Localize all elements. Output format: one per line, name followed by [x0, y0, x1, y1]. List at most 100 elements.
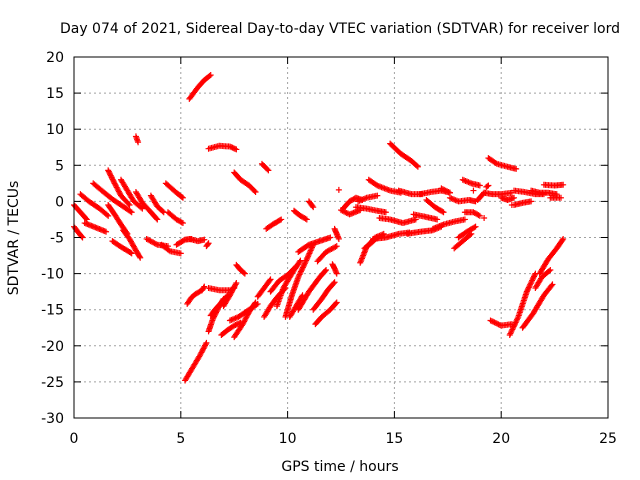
data-point-interp	[461, 230, 468, 237]
series-arc-81	[498, 194, 518, 203]
data-point-interp	[419, 213, 426, 220]
series-arc-06	[105, 167, 133, 209]
data-point-interp	[265, 305, 272, 312]
data-point-interp	[484, 183, 491, 190]
series-arc-71	[455, 223, 479, 241]
data-point-interp	[109, 209, 116, 216]
data-point-interp	[514, 315, 521, 322]
data-point-interp	[199, 286, 206, 293]
data-point-interp	[412, 161, 419, 168]
data-point-interp	[490, 318, 497, 325]
series-arc-29	[220, 279, 240, 310]
data-point-interp	[145, 206, 152, 213]
data-point-interp	[171, 187, 178, 194]
data-point-interp	[190, 292, 197, 299]
series-arc-73	[470, 187, 477, 194]
series-arc-88	[532, 266, 554, 292]
data-point-interp	[131, 244, 138, 251]
data-point-interp	[329, 281, 336, 288]
data-point-interp	[302, 215, 309, 222]
y-tick-label: -10	[41, 267, 64, 283]
data-point-interp	[136, 203, 143, 210]
data-point-interp	[513, 318, 520, 325]
data-point-interp	[492, 320, 499, 327]
series-arc-68	[438, 185, 453, 196]
data-point-interp	[275, 217, 282, 224]
data-point-interp	[165, 247, 172, 254]
x-tick-label: 10	[279, 431, 297, 447]
data-point-interp	[158, 207, 165, 214]
data-point-interp	[124, 247, 131, 254]
data-point-interp	[235, 174, 242, 181]
data-point-interp	[171, 214, 178, 221]
data-point-interp	[206, 72, 213, 79]
chart-title: Day 074 of 2021, Sidereal Day-to-day VTE…	[60, 21, 620, 37]
series-arc-43	[295, 266, 330, 313]
series-arc-08	[109, 238, 135, 257]
data-point-interp	[126, 207, 133, 214]
data-point-interp	[96, 185, 103, 192]
data-point-interp	[527, 280, 534, 287]
data-point-interp	[204, 241, 211, 248]
data-point-interp	[300, 263, 307, 270]
data-point-interp	[539, 294, 546, 301]
data-point-interp	[558, 238, 565, 245]
data-point-interp	[429, 202, 436, 209]
data-point-interp	[513, 316, 520, 323]
data-point-interp	[529, 276, 536, 283]
series-arc-66	[423, 196, 447, 216]
series-arc-45	[305, 198, 317, 211]
series-arc-11	[132, 133, 142, 146]
series-arc-61	[387, 140, 421, 170]
data-point-interp	[406, 156, 413, 163]
data-point-interp	[411, 216, 418, 223]
data-point-interp	[225, 143, 232, 150]
x-tick-label: 0	[70, 431, 79, 447]
data-point-interp	[365, 241, 372, 248]
series-arc-55	[355, 192, 381, 205]
y-axis-label: SDTVAR / TECUs	[6, 181, 22, 296]
data-point-interp	[302, 258, 309, 265]
data-point	[128, 250, 135, 257]
data-point-interp	[127, 249, 134, 256]
data-point-interp	[323, 288, 330, 295]
data-point-interp	[122, 184, 129, 191]
series-arc-46	[312, 299, 340, 328]
series-arc-60	[376, 215, 419, 227]
data-point-interp	[492, 160, 499, 167]
series-arc-49	[329, 261, 340, 277]
data-point-interp	[110, 177, 117, 184]
data-point-interp	[439, 222, 446, 229]
data-point-interp	[303, 243, 310, 250]
data-point-interp	[445, 189, 452, 196]
data-point-interp	[124, 233, 131, 240]
data-point-interp	[200, 236, 207, 243]
data-point-interp	[470, 225, 477, 232]
data-point-interp	[546, 268, 553, 275]
data-point-interp	[531, 273, 538, 280]
data-point-interp	[510, 323, 517, 330]
data-point-interp	[432, 216, 439, 223]
series-arc-15	[158, 241, 184, 257]
series-arc-26	[203, 240, 212, 250]
data-point-interp	[547, 283, 554, 290]
data-point-interp	[508, 329, 515, 336]
series-arc-28	[218, 319, 244, 338]
data-point-interp	[250, 186, 257, 193]
data-point-interp	[449, 219, 456, 226]
data-point-interp	[232, 281, 239, 288]
data-point-interp	[152, 200, 159, 207]
data-point-interp	[199, 79, 206, 86]
data-point-interp	[295, 260, 302, 267]
data-point-interp	[127, 208, 134, 215]
data-point-interp	[235, 264, 242, 271]
data-point-interp	[297, 270, 304, 277]
series-arc-47	[310, 279, 338, 313]
data-point-interp	[308, 201, 315, 208]
series-arc-04	[81, 220, 110, 235]
data-point-interp	[287, 273, 294, 280]
data-point	[470, 187, 477, 194]
series-arc-50	[331, 225, 342, 242]
data-point-interp	[465, 232, 472, 239]
data-point-interp	[210, 309, 217, 316]
